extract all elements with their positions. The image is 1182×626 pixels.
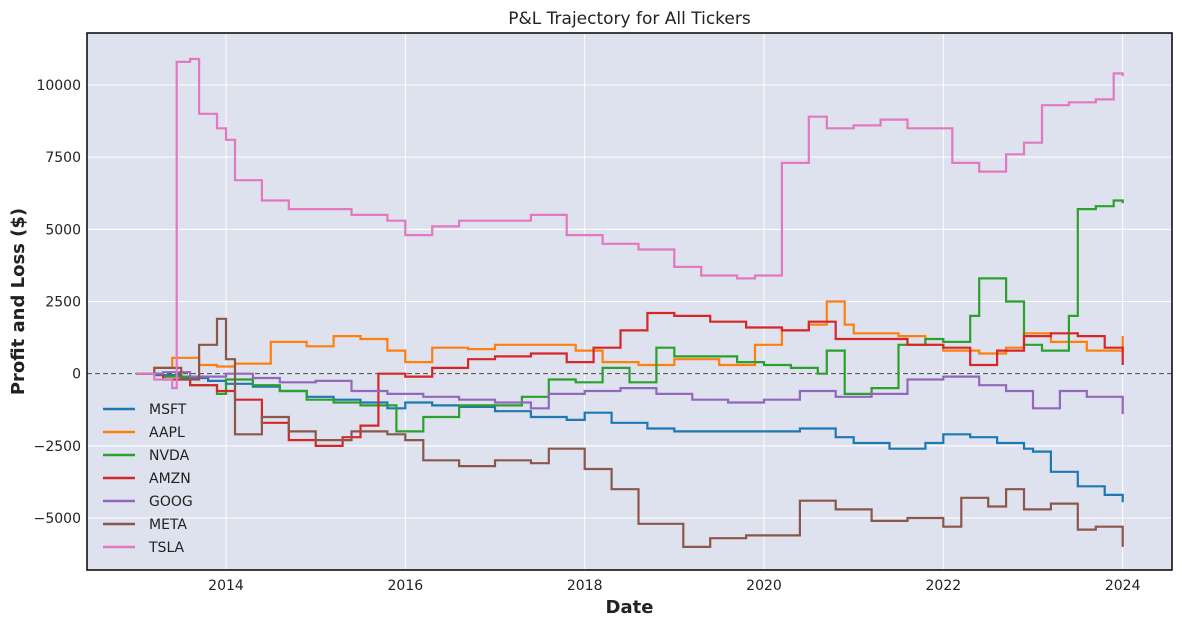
- legend-label-goog: GOOG: [149, 494, 193, 510]
- y-tick-label: 0: [72, 367, 81, 383]
- y-tick-label: 2500: [45, 295, 81, 311]
- x-tick-label: 2020: [746, 578, 782, 594]
- plot-frame: [86, 32, 1173, 571]
- x-tick-label: 2016: [388, 578, 424, 594]
- y-tick-label: −5000: [34, 511, 81, 527]
- x-tick-label: 2022: [926, 578, 962, 594]
- series-line-nvda: [136, 199, 1124, 433]
- legend-label-nvda: NVDA: [149, 448, 190, 464]
- x-tick-label: 2014: [208, 578, 244, 594]
- series-line-meta: [136, 317, 1124, 548]
- y-tick-label: 7500: [45, 150, 81, 166]
- y-axis-ticks: −5000 −2500 0 2500 5000 7500 10000: [34, 78, 81, 527]
- series-line-tsla: [136, 57, 1124, 390]
- series-line-goog: [136, 371, 1124, 415]
- grid: [87, 33, 1172, 570]
- x-axis-label: Date: [606, 597, 654, 618]
- x-tick-label: 2024: [1105, 578, 1141, 594]
- legend-label-tsla: TSLA: [148, 540, 185, 556]
- x-axis-ticks: 2014 2016 2018 2020 2022 2024: [208, 578, 1140, 594]
- series-line-aapl: [136, 300, 1124, 375]
- legend-label-meta: META: [149, 517, 187, 533]
- legend-label-amzn: AMZN: [149, 471, 191, 487]
- chart-title: P&L Trajectory for All Tickers: [508, 9, 751, 29]
- legend-label-aapl: AAPL: [149, 425, 185, 441]
- y-tick-label: 5000: [45, 222, 81, 238]
- y-tick-label: 10000: [36, 78, 81, 94]
- legend-label-msft: MSFT: [149, 402, 187, 418]
- series-lines: [136, 57, 1124, 548]
- y-tick-label: −2500: [34, 439, 81, 455]
- legend: MSFT AAPL NVDA AMZN GOOG META TSLA: [103, 402, 193, 556]
- y-axis-label: Profit and Loss ($): [8, 208, 29, 395]
- x-tick-label: 2018: [567, 578, 603, 594]
